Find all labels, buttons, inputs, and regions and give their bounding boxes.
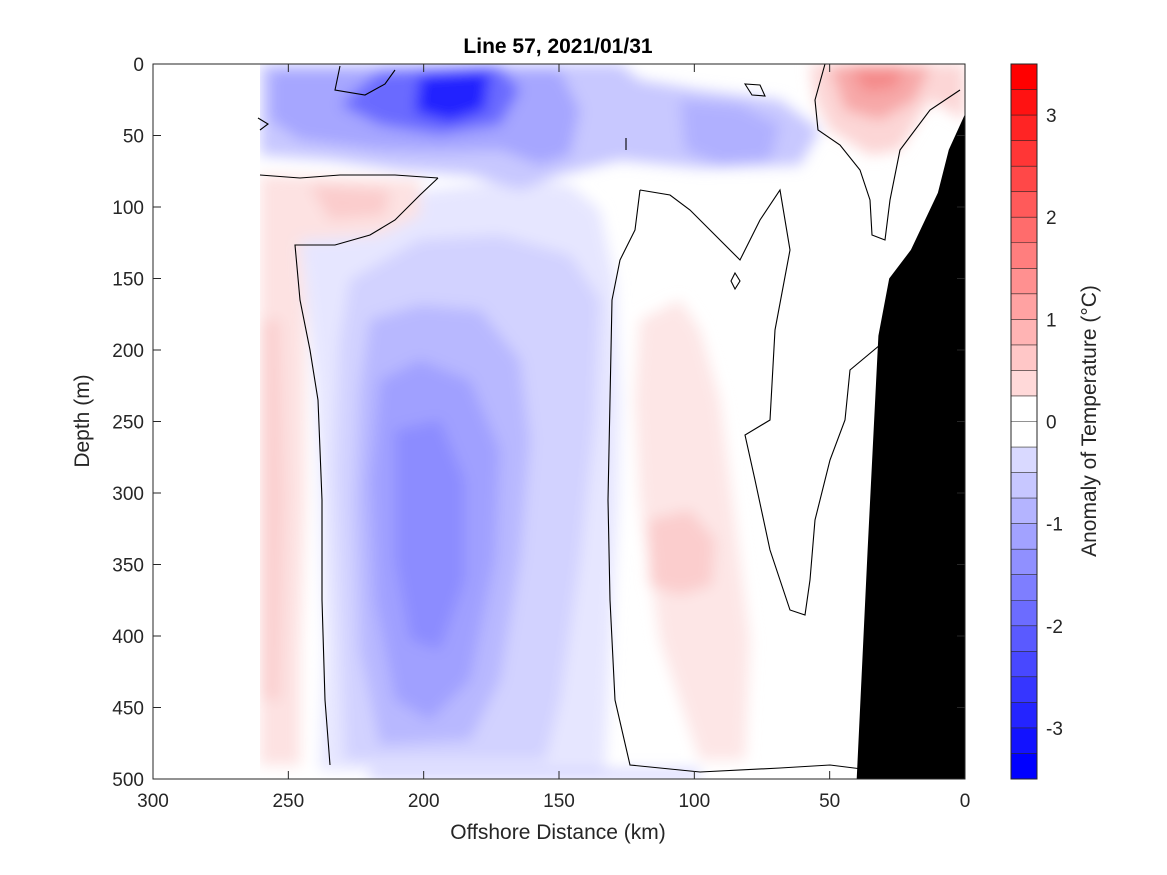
x-tick-label: 250 (272, 791, 304, 812)
colorbar-bin (1011, 268, 1037, 295)
colorbar-bin (1011, 549, 1037, 576)
colorbar-bin (1011, 421, 1037, 448)
warm-offshore-strip (262, 320, 285, 700)
colorbar-bin (1011, 166, 1037, 193)
y-tick-label: 400 (112, 627, 144, 648)
warm-nearshore-inner (830, 66, 930, 120)
colorbar-frame (1010, 63, 1038, 780)
y-tick-label: 450 (112, 699, 144, 720)
colorbar-bin (1011, 395, 1037, 422)
x-axis-label: Offshore Distance (km) (450, 821, 666, 844)
cold-core-inner (395, 420, 465, 650)
y-tick-label: 500 (112, 770, 144, 791)
y-axis-label: Depth (m) (71, 374, 94, 467)
zero-contour-nearshore (814, 64, 961, 241)
colorbar-bin (1011, 600, 1037, 627)
colorbar-bin (1011, 447, 1037, 474)
zero-contour-diamond (730, 271, 741, 291)
zero-contour-mark (257, 117, 269, 131)
colorbar-bin (1011, 191, 1037, 218)
chart-title: Line 57, 2021/01/31 (463, 35, 652, 58)
colorbar-bin (1011, 89, 1037, 116)
colorbar-tick-label: 3 (1046, 106, 1057, 127)
y-tick-label: 50 (123, 127, 144, 148)
warm-subsurface-inner (648, 510, 715, 595)
zero-contour-west (294, 177, 439, 766)
colorbar-bin (1011, 574, 1037, 601)
y-tick-label: 350 (112, 556, 144, 577)
x-tick-label: 0 (960, 791, 971, 812)
colorbar-tick-label: 1 (1046, 310, 1057, 331)
colorbar-bin (1011, 217, 1037, 244)
colorbar-bin (1011, 753, 1037, 780)
colorbar-bin (1011, 115, 1037, 142)
zero-contour-west-edge (259, 174, 439, 179)
colorbar-bin (1011, 727, 1037, 754)
colorbar-bin (1011, 293, 1037, 320)
y-axis: 0 50 100 150 200 250 300 350 400 450 500 (112, 55, 965, 791)
colorbar-tick-label: -3 (1046, 719, 1063, 740)
colorbar-label: Anomaly of Temperature (°C) (1078, 285, 1101, 557)
x-tick-label: 50 (819, 791, 840, 812)
colorbar-bin (1011, 676, 1037, 703)
zero-contour-small-loop (743, 83, 766, 97)
zero-contour-surface-loop (334, 65, 396, 96)
anomaly-field (153, 64, 965, 779)
colorbar-ticks: 3 2 1 0 -1 -2 -3 (1046, 106, 1063, 740)
zero-contour-east-inner (607, 189, 871, 773)
y-tick-label: 250 (112, 413, 144, 434)
x-tick-label: 100 (678, 791, 710, 812)
colorbar: 3 2 1 0 -1 -2 -3 Anomaly of Temperature (°C) (1010, 63, 1101, 780)
colorbar-bin (1011, 498, 1037, 525)
colorbar-bin (1011, 651, 1037, 678)
colorbar-tick-label: -2 (1046, 617, 1063, 638)
colorbar-bin (1011, 625, 1037, 652)
y-tick-label: 300 (112, 484, 144, 505)
x-axis: 300 250 200 150 100 50 0 (137, 64, 970, 812)
colorbar-tick-label: 0 (1046, 413, 1057, 434)
zero-contours (257, 64, 961, 773)
colorbar-bin (1011, 702, 1037, 729)
surface-cold-core-inner (415, 70, 490, 122)
surface-cold-patch-east (680, 100, 780, 165)
colorbar-bin (1011, 344, 1037, 371)
colorbar-bin (1011, 140, 1037, 167)
zero-contour-mid-east (639, 188, 901, 616)
colorbar-bins (1011, 64, 1037, 780)
x-tick-label: 150 (543, 791, 575, 812)
y-tick-label: 100 (112, 198, 144, 219)
colorbar-tick-label: 2 (1046, 208, 1057, 229)
y-tick-label: 200 (112, 341, 144, 362)
colorbar-bin (1011, 523, 1037, 550)
plot-area: 300 250 200 150 100 50 0 050100150200250300350… (71, 55, 970, 844)
bottom-cold-band (370, 770, 700, 779)
colorbar-bin (1011, 64, 1037, 91)
warm-nearshore-core (850, 66, 905, 92)
warm-offshore-band (260, 175, 420, 765)
y-tick-label: 150 (112, 270, 144, 291)
colorbar-bin (1011, 242, 1037, 269)
warm-offshore-patch (310, 185, 390, 220)
colorbar-bin (1011, 370, 1037, 397)
y-tick-label: 0 (133, 55, 144, 76)
bathymetry (856, 114, 965, 780)
colorbar-bin (1011, 472, 1037, 499)
x-tick-label: 300 (137, 791, 169, 812)
x-tick-label: 200 (408, 791, 440, 812)
no-data-mask (153, 64, 260, 779)
colorbar-bin (1011, 319, 1037, 346)
colorbar-tick-label: -1 (1046, 515, 1063, 536)
